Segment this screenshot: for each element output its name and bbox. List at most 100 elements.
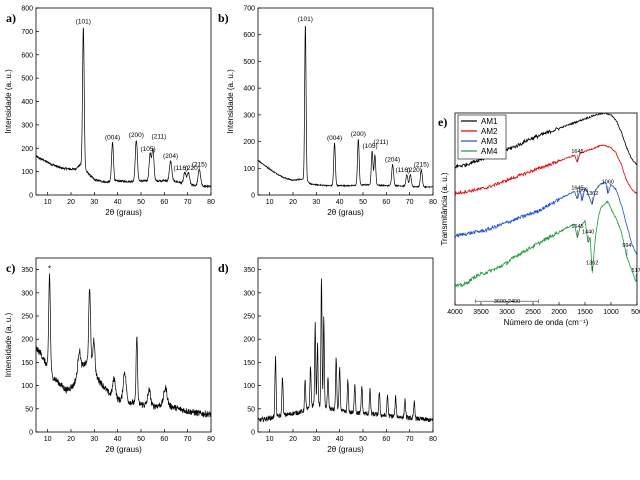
panel-2-trace — [258, 25, 433, 189]
panel-2-peak-label: (211) — [374, 139, 389, 146]
panel-2-xtick-label: 70 — [406, 199, 414, 206]
annotation-label: 3600-2400 — [494, 299, 520, 305]
panel-3-ylabel: Intensidade (a. u.) — [4, 312, 13, 377]
panel-4-ytick-label: 350 — [243, 267, 255, 274]
panel-4-xtick-label: 10 — [266, 436, 274, 443]
panel-4-xtick-label: 50 — [359, 436, 367, 443]
panel-2-ylabel: Intensidade (a. u.) — [226, 69, 235, 134]
panel-1-xtick-label: 50 — [137, 199, 145, 206]
panel-1-peak-label: (211) — [152, 133, 167, 140]
panel-4-frame — [257, 257, 434, 433]
panel-5-xtick-label: 4000 — [447, 309, 463, 316]
panel-4: d) 10 20 30 40 50 60 70 80 0 50 100 150 200 250 300 350 2… — [218, 257, 437, 454]
panel-3-ytick-label: 100 — [21, 383, 33, 390]
series-am4 — [455, 200, 637, 288]
panel-5-xtick-label: 3500 — [473, 309, 489, 316]
panel-1-xtick-label: 10 — [44, 199, 52, 206]
annotation-label: 517 — [632, 268, 640, 274]
panel-1-xtick-label: 30 — [90, 199, 98, 206]
panel-2-peak-label: (215) — [414, 162, 429, 169]
panel-3-xtick-label: 10 — [44, 436, 52, 443]
panel-5-xlabel: Número de onda (cm⁻¹) — [504, 318, 589, 327]
panel-4-ytick-label: 150 — [243, 360, 255, 367]
panel-2-xtick-label: 30 — [312, 199, 320, 206]
panel-3-xtick-label: 30 — [90, 436, 98, 443]
panel-2-peak-label: (105) — [363, 143, 378, 150]
panel-1-ylabel: Intensidade (a. u.) — [4, 69, 13, 134]
panel-4-letter: d) — [218, 261, 229, 275]
annotation-label: 1556 — [576, 187, 588, 193]
panel-1-xtick-label: 80 — [207, 199, 215, 206]
series-am3 — [455, 181, 637, 256]
panel-1-ytick-label: 700 — [21, 29, 33, 36]
panel-4-xtick-label: 70 — [406, 436, 414, 443]
panel-1-peak-label: (215) — [192, 161, 207, 168]
panel-3-xtick-label: 70 — [184, 436, 192, 443]
legend-box — [457, 114, 507, 160]
panel-3-letter: c) — [6, 261, 15, 275]
panel-2-peak-label: (004) — [327, 135, 342, 142]
panel-1-ytick-label: 600 — [21, 52, 33, 59]
panel-3-ytick-label: 250 — [21, 314, 33, 321]
panel-3: c) 10 20 30 40 50 60 70 80 0 50 100 150 200 250 300 350 2… — [4, 257, 215, 454]
panel-1: a)10 20 30 40 50 60 70 800100200300400500600700… — [4, 6, 215, 218]
panel-2-xtick-label: 60 — [382, 199, 390, 206]
panel-2-ytick-label: 100 — [243, 166, 255, 173]
panel-5-ylabel: Transmitância (a. u.) — [440, 172, 449, 245]
panel-1-xtick-label: 70 — [184, 199, 192, 206]
panel-2-xtick-label: 50 — [359, 199, 367, 206]
panel-2-xtick-label: 40 — [336, 199, 344, 206]
panel-2-frame — [257, 7, 434, 196]
panel-5-letter: e) — [438, 115, 447, 129]
panel-1-peak-label: (204) — [163, 153, 178, 160]
panel-4-xtick-label: 80 — [429, 436, 437, 443]
annotation-label: 1645 — [571, 185, 583, 191]
panel-1-trace — [36, 27, 211, 189]
panel-1-xlabel: 2θ (graus) — [105, 208, 142, 217]
panel-1-letter: a) — [6, 11, 16, 25]
panel-3-xtick-label: 50 — [137, 436, 145, 443]
legend-label-am4: AM4 — [481, 147, 498, 156]
panel-1-ytick-label: 500 — [21, 76, 33, 83]
panel-3-xtick-label: 80 — [207, 436, 215, 443]
panel-4-ytick-label: 250 — [243, 314, 255, 321]
panel-1-ytick-label: 300 — [21, 122, 33, 129]
panel-3-xtick-label: 40 — [114, 436, 122, 443]
panel-1-xtick-label: 60 — [160, 199, 168, 206]
annotation-label: 1440 — [582, 230, 594, 236]
panel-2-xtick-label: 10 — [266, 199, 274, 206]
panel-1-ytick-label: 200 — [21, 146, 33, 153]
panel-5-xtick-label: 2000 — [551, 309, 567, 316]
panel-3-xtick-label: 60 — [160, 436, 168, 443]
panel-1-peak-label: (101) — [76, 19, 91, 26]
series-am2 — [455, 144, 637, 197]
panel-2: b) 10 20 30 40 50 60 70 80 0 100 200 300 400 500 600 700… — [218, 6, 437, 218]
annotation-label: 1645 — [571, 149, 583, 155]
panel-4-ytick-label: 100 — [243, 383, 255, 390]
panel-1-peak-label: (004) — [105, 134, 120, 141]
panel-5: e) 4000 3500 3000 2500 2000 1500 1000 500 Número … — [438, 112, 640, 327]
panel-3-frame — [35, 257, 212, 433]
panel-2-peak-label: (204) — [385, 156, 400, 163]
annotation-label: 1362 — [586, 260, 598, 266]
panel-3-trace — [36, 273, 211, 418]
legend-label-am1: AM1 — [481, 117, 498, 126]
legend-label-am2: AM2 — [481, 127, 498, 136]
panel-1-ytick-label: 800 — [21, 6, 33, 13]
panel-2-ytick-label: 500 — [243, 59, 255, 66]
panel-5-xtick-label: 500 — [631, 309, 640, 316]
panel-4-xtick-label: 60 — [382, 436, 390, 443]
panel-2-peak-label: (220) — [407, 167, 422, 174]
panel-2-xtick-label: 20 — [289, 199, 297, 206]
legend-label-am3: AM3 — [481, 137, 498, 146]
panel-4-xlabel: 2θ (graus) — [327, 445, 364, 454]
panel-1-peak-label: (200) — [129, 132, 144, 139]
panel-1-ytick-label: 100 — [21, 169, 33, 176]
annotation-label: 1060 — [602, 180, 614, 186]
panel-4-xtick-label: 40 — [336, 436, 344, 443]
panel-2-peak-label: (101) — [298, 16, 313, 23]
panel-3-ytick-label: 0 — [29, 430, 33, 437]
panel-2-ytick-label: 600 — [243, 32, 255, 39]
panel-4-xtick-label: 30 — [312, 436, 320, 443]
panel-4-xtick-label: 20 — [289, 436, 297, 443]
